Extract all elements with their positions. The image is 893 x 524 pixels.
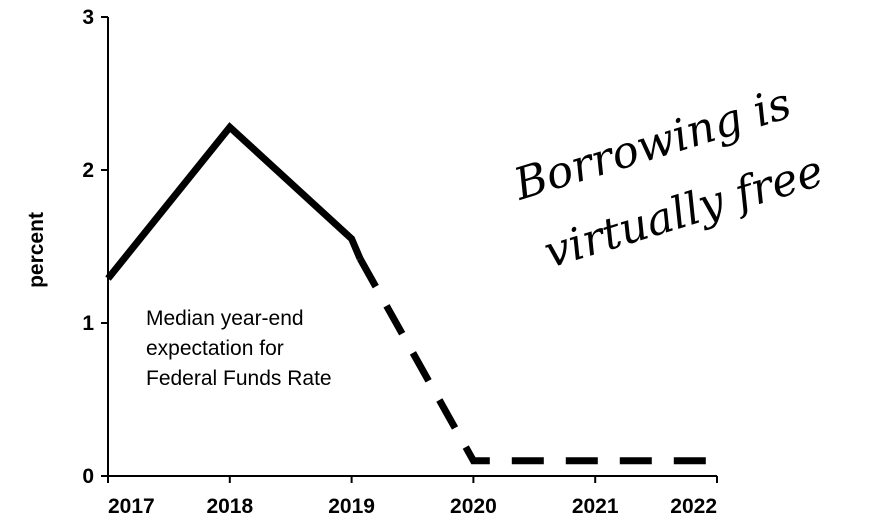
x-tick-label: 2021 xyxy=(572,495,619,518)
annotation-line-1: Median year-end xyxy=(146,307,304,330)
x-tick-label: 2017 xyxy=(108,495,155,518)
y-tick-label: 2 xyxy=(82,159,94,182)
x-tick-label: 2019 xyxy=(328,495,375,518)
y-tick-label: 0 xyxy=(82,465,94,488)
axes xyxy=(107,17,717,477)
annotation-line-2: expectation for xyxy=(146,337,284,360)
y-tick-label: 1 xyxy=(82,312,94,335)
tick-labels: 0 1 2 3 2017 2018 2019 2020 2021 2022 xyxy=(82,6,718,518)
x-tick-label: 2020 xyxy=(450,495,497,518)
x-tick-label: 2018 xyxy=(206,495,253,518)
y-tick-label: 3 xyxy=(82,6,94,29)
series-lines xyxy=(105,122,717,465)
series-line-dashed xyxy=(357,256,717,465)
x-tick-label: 2022 xyxy=(670,495,717,518)
y-axis-title: percent xyxy=(25,212,48,288)
series-line-solid xyxy=(105,122,364,281)
annotation-line-3: Federal Funds Rate xyxy=(146,367,332,390)
